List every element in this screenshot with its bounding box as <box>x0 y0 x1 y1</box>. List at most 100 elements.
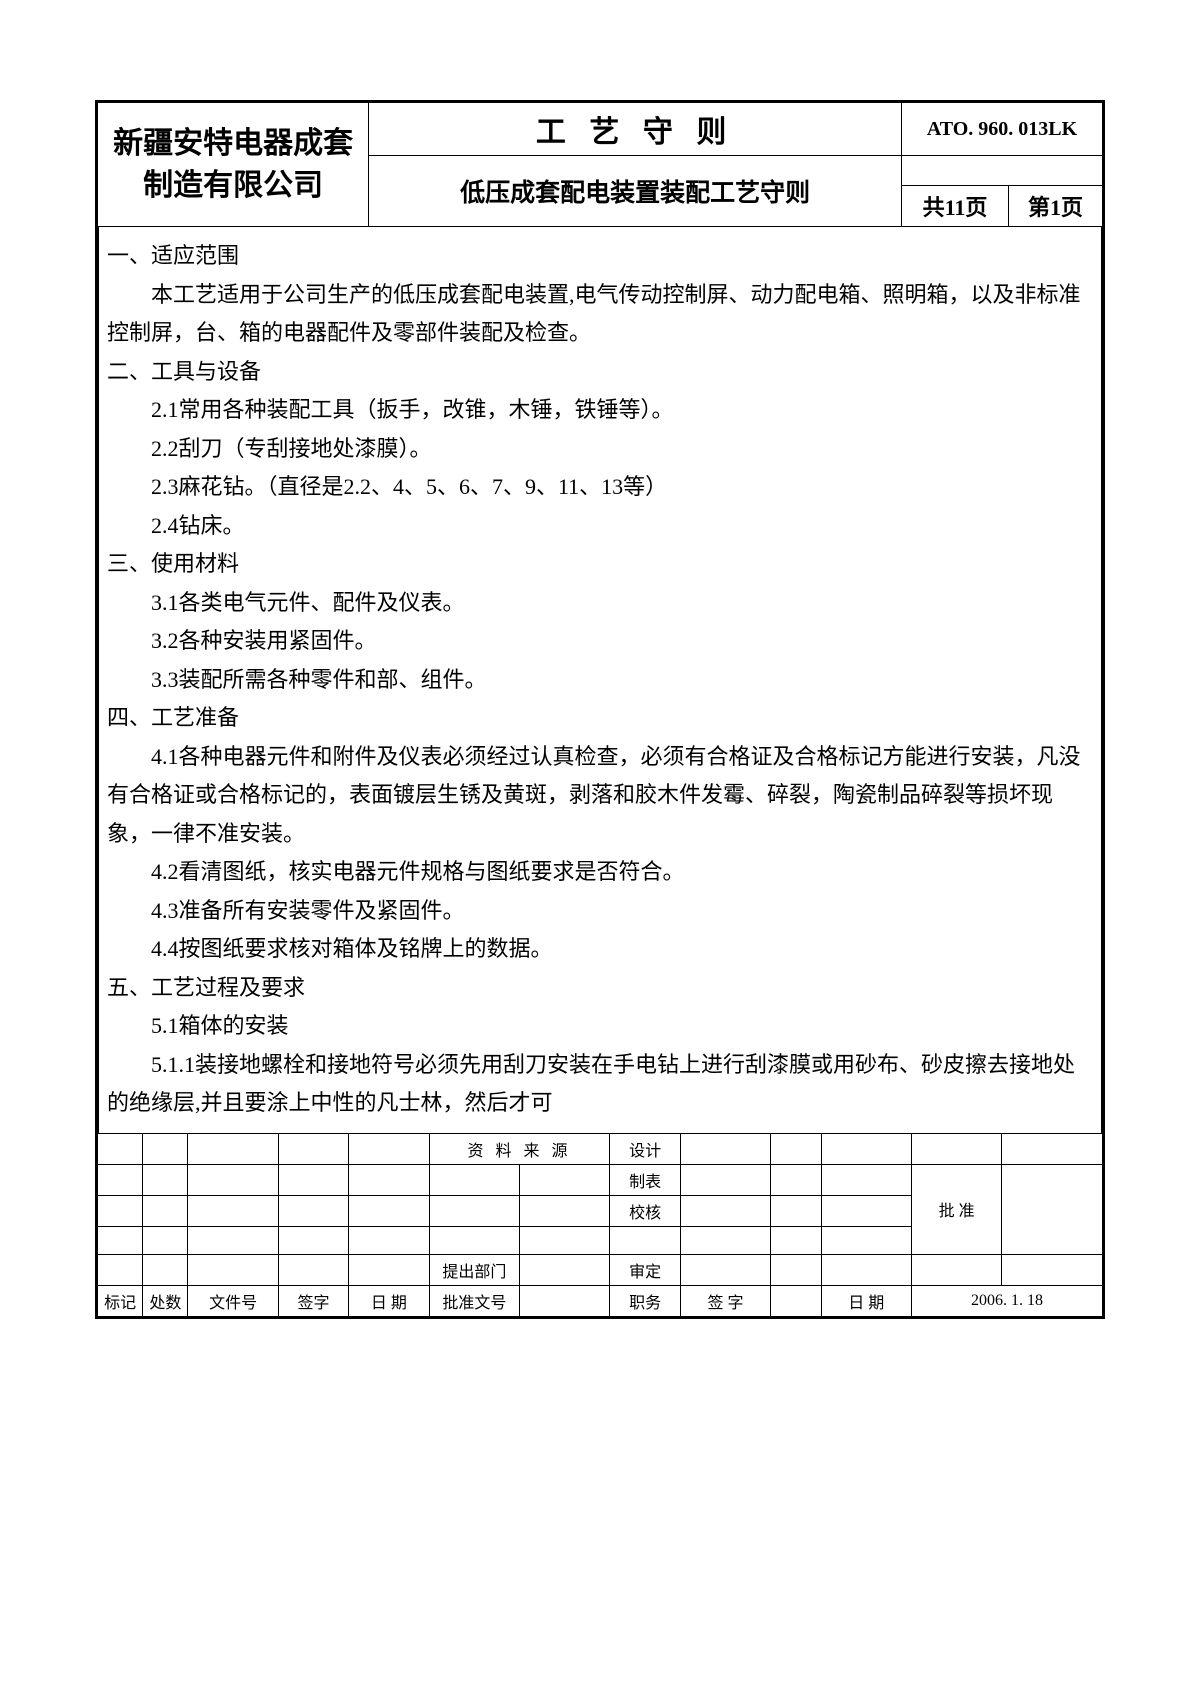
footer-cell <box>911 1133 1001 1164</box>
document-code: ATO. 960. 013LK <box>902 103 1103 156</box>
footer-cell <box>1002 1133 1103 1164</box>
empty-cell <box>902 156 1103 186</box>
footer-cell <box>520 1226 610 1254</box>
approve-label: 批 准 <box>911 1164 1001 1254</box>
approve-no-label: 批准文号 <box>429 1285 519 1316</box>
section-5-sub1: 5.1箱体的安装 <box>107 1007 1093 1046</box>
footer-cell <box>520 1164 610 1195</box>
footer-cell <box>278 1195 348 1226</box>
document-frame: 新疆安特电器成套制造有限公司 工 艺 守 则 ATO. 960. 013LK 低… <box>95 100 1105 1319</box>
footer-cell <box>349 1195 429 1226</box>
footer-cell <box>821 1226 911 1254</box>
footer-cell <box>680 1226 770 1254</box>
footer-cell <box>278 1226 348 1254</box>
duty-label: 职务 <box>610 1285 680 1316</box>
footer-cell <box>680 1254 770 1285</box>
footer-cell <box>143 1164 188 1195</box>
footer-cell <box>188 1164 278 1195</box>
footer-cell <box>771 1164 821 1195</box>
tabulate-label: 制表 <box>610 1164 680 1195</box>
current-page: 第1页 <box>1008 186 1102 227</box>
footer-cell <box>349 1254 429 1285</box>
document-body: 一、适应范围 本工艺适用于公司生产的低压成套配电装置,电气传动控制屏、动力配电箱… <box>97 227 1103 1133</box>
footer-cell <box>680 1133 770 1164</box>
footer-cell <box>278 1254 348 1285</box>
footer-cell <box>520 1195 610 1226</box>
footer-cell <box>349 1164 429 1195</box>
section-3-item: 3.1各类电气元件、配件及仪表。 <box>107 584 1093 623</box>
footer-cell <box>771 1226 821 1254</box>
section-4-title: 四、工艺准备 <box>107 699 1093 738</box>
verify-label: 校核 <box>610 1195 680 1226</box>
review-label: 审定 <box>610 1254 680 1285</box>
company-name: 新疆安特电器成套制造有限公司 <box>98 103 369 227</box>
document-subtitle: 低压成套配电装置装配工艺守则 <box>369 156 902 227</box>
total-pages: 共11页 <box>902 186 1009 227</box>
sign-label: 签字 <box>278 1285 348 1316</box>
section-2-item: 2.2刮刀（专刮接地处漆膜）。 <box>107 430 1093 469</box>
section-2-item: 2.1常用各种装配工具（扳手，改锥，木锤，铁锤等）。 <box>107 391 1093 430</box>
footer-cell <box>821 1164 911 1195</box>
section-4-item: 4.3准备所有安装零件及紧固件。 <box>107 892 1093 931</box>
footer-cell <box>188 1133 278 1164</box>
footer-cell <box>821 1133 911 1164</box>
footer-cell <box>429 1195 519 1226</box>
footer-cell <box>429 1164 519 1195</box>
date-label: 日 期 <box>349 1285 429 1316</box>
footer-cell <box>821 1195 911 1226</box>
footer-cell <box>98 1254 143 1285</box>
section-3-title: 三、使用材料 <box>107 545 1093 584</box>
footer-cell <box>278 1164 348 1195</box>
footer-cell <box>349 1226 429 1254</box>
footer-cell <box>911 1254 1001 1285</box>
footer-cell <box>1002 1164 1103 1254</box>
footer-cell <box>771 1285 821 1316</box>
section-4-item: 4.1各种电器元件和附件及仪表必须经过认真检查，必须有合格证及合格标记方能进行安… <box>107 738 1093 854</box>
footer-cell <box>771 1195 821 1226</box>
footer-cell <box>680 1195 770 1226</box>
header-table: 新疆安特电器成套制造有限公司 工 艺 守 则 ATO. 960. 013LK 低… <box>97 102 1103 227</box>
mark-label: 标记 <box>98 1285 143 1316</box>
footer-cell <box>188 1254 278 1285</box>
section-2-item: 2.3麻花钻。（直径是2.2、4、5、6、7、9、11、13等） <box>107 468 1093 507</box>
footer-cell <box>143 1133 188 1164</box>
section-3-item: 3.3装配所需各种零件和部、组件。 <box>107 661 1093 700</box>
footer-cell <box>98 1226 143 1254</box>
date2-label: 日 期 <box>821 1285 911 1316</box>
section-5-sub2: 5.1.1装接地螺栓和接地符号必须先用刮刀安装在手电钻上进行刮漆膜或用砂布、砂皮… <box>107 1046 1093 1123</box>
section-1-body: 本工艺适用于公司生产的低压成套配电装置,电气传动控制屏、动力配电箱、照明箱，以及… <box>107 276 1093 353</box>
footer-cell <box>188 1226 278 1254</box>
footer-cell <box>680 1164 770 1195</box>
footer-cell <box>771 1254 821 1285</box>
design-label: 设计 <box>610 1133 680 1164</box>
date-value: 2006. 1. 18 <box>911 1285 1102 1316</box>
footer-table: 资 料 来 源 设计 制表 批 准 <box>97 1133 1103 1317</box>
footer-cell <box>349 1133 429 1164</box>
footer-cell <box>821 1254 911 1285</box>
document-title: 工 艺 守 则 <box>369 103 902 156</box>
footer-cell <box>771 1133 821 1164</box>
section-4-item: 4.4按图纸要求核对箱体及铭牌上的数据。 <box>107 930 1093 969</box>
footer-cell <box>143 1254 188 1285</box>
propose-dept-label: 提出部门 <box>429 1254 519 1285</box>
footer-cell <box>143 1195 188 1226</box>
section-2-item: 2.4钻床。 <box>107 507 1093 546</box>
footer-cell <box>188 1195 278 1226</box>
footer-cell <box>98 1164 143 1195</box>
footer-cell <box>520 1285 610 1316</box>
signature-label: 签 字 <box>680 1285 770 1316</box>
source-header: 资 料 来 源 <box>429 1133 610 1164</box>
section-2-title: 二、工具与设备 <box>107 353 1093 392</box>
footer-cell <box>1002 1254 1103 1285</box>
section-3-item: 3.2各种安装用紧固件。 <box>107 622 1093 661</box>
section-1-title: 一、适应范围 <box>107 237 1093 276</box>
footer-cell <box>520 1254 610 1285</box>
section-4-item: 4.2看清图纸，核实电器元件规格与图纸要求是否符合。 <box>107 853 1093 892</box>
section-5-title: 五、工艺过程及要求 <box>107 969 1093 1008</box>
count-label: 处数 <box>143 1285 188 1316</box>
footer-cell <box>98 1195 143 1226</box>
footer-cell <box>143 1226 188 1254</box>
footer-cell <box>278 1133 348 1164</box>
footer-cell <box>429 1226 519 1254</box>
footer-cell <box>98 1133 143 1164</box>
